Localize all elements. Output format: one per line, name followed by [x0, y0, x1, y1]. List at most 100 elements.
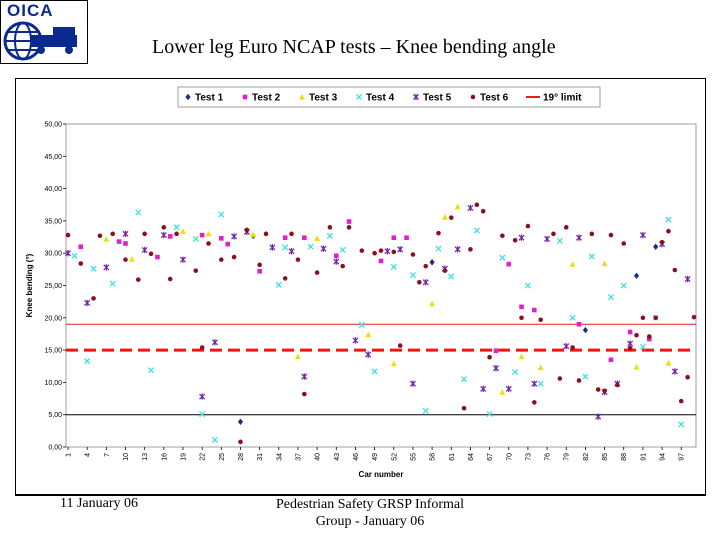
test-5-point — [595, 413, 602, 420]
test-5-point — [563, 343, 570, 350]
test-5-point — [199, 393, 206, 400]
test-6-point — [238, 439, 243, 445]
footer-line-2: Group - January 06 — [315, 514, 425, 529]
x-tick-label: 67 — [487, 453, 494, 461]
test-6-point — [263, 231, 269, 237]
test-4-point — [173, 224, 180, 231]
test-4-point — [582, 373, 589, 380]
x-tick-label: 31 — [257, 453, 264, 461]
footer-line-1: Pedestrian Safety GRSP Informal — [275, 497, 465, 512]
test-4-point — [390, 263, 397, 270]
test-5-point — [352, 337, 359, 344]
test-6-point — [359, 248, 365, 253]
test-3-point — [499, 389, 506, 395]
test-6-point — [244, 227, 250, 233]
test-4-point — [326, 232, 333, 239]
test-6-point — [532, 400, 537, 405]
x-tick-label: 61 — [449, 453, 456, 461]
test-2-point — [199, 232, 205, 238]
test-6-point — [436, 230, 441, 236]
test-5-point — [320, 245, 327, 252]
test-5-point — [64, 250, 72, 257]
test-3-point — [441, 214, 448, 220]
test-4-point — [147, 367, 155, 374]
test-3-point — [601, 260, 608, 267]
legend-test-5-marker — [412, 93, 420, 101]
test-4-point — [435, 245, 442, 252]
test-4-point — [537, 380, 544, 387]
test-4-point — [460, 376, 468, 383]
test-5-point — [179, 256, 187, 263]
test-6-point — [468, 247, 473, 252]
test-6-point — [672, 267, 678, 273]
test-3-point — [518, 353, 525, 360]
test-6-point — [410, 252, 416, 257]
test-1-point — [429, 259, 435, 266]
test-3-point — [103, 235, 110, 242]
test-6-point — [282, 276, 288, 281]
test-4-point — [199, 410, 206, 418]
test-6-point — [653, 315, 658, 321]
test-5-point — [480, 385, 487, 393]
plot-area — [65, 123, 697, 448]
test-6-point — [512, 237, 518, 243]
x-tick-label: 4 — [85, 453, 92, 457]
test-1-point — [237, 418, 244, 426]
test-3-point — [179, 228, 186, 234]
x-tick-label: 70 — [506, 453, 513, 461]
test-5-point — [639, 231, 646, 239]
x-tick-label: 79 — [564, 453, 571, 461]
test-5-point — [211, 339, 218, 346]
x-tick-label: 19 — [180, 453, 187, 461]
test-6-point — [123, 257, 128, 262]
x-tick-label: 85 — [602, 453, 609, 461]
test-5-point — [122, 230, 129, 238]
test-2-point — [391, 235, 397, 240]
test-4-point — [218, 211, 225, 218]
x-tick-label: 82 — [583, 453, 590, 461]
test-6-point — [538, 317, 543, 323]
test-2-point — [346, 219, 352, 224]
test-6-point — [646, 334, 652, 339]
test-4-point — [109, 280, 116, 287]
knee-bending-chart: 0,00 5,00 10,00 15,00 20,00 25,00 30,00 35,00 40… — [25, 86, 697, 479]
x-tick-label: 7 — [104, 453, 111, 457]
test-4-point — [499, 254, 506, 261]
test-3-point — [250, 231, 257, 238]
test-5-point — [103, 264, 110, 271]
test-6-point — [289, 231, 294, 237]
test-3-point — [128, 256, 135, 262]
x-tick-label: 64 — [468, 453, 475, 461]
test-5-point — [684, 275, 691, 283]
x-tick-label: 76 — [545, 453, 552, 461]
test-5-point — [231, 233, 238, 240]
test-3-point — [205, 230, 212, 237]
test-4-point — [473, 227, 480, 234]
test-2-point — [302, 235, 307, 240]
test-6-point — [487, 354, 492, 360]
test-4-point — [90, 265, 97, 272]
y-tick-label: 0,00 — [48, 445, 62, 452]
x-tick-label: 91 — [640, 453, 647, 461]
legend-test-2-label: Test 2 — [252, 93, 281, 104]
y-tick-label: 35,00 — [44, 218, 62, 225]
test-6-point — [417, 279, 422, 285]
test-6-point — [500, 233, 505, 239]
test-2-point — [493, 348, 499, 354]
chart-frame: 0,00 5,00 10,00 15,00 20,00 25,00 30,00 35,00 40… — [15, 78, 706, 496]
legend-limit-label: 19° limit — [543, 93, 582, 104]
y-tick-label: 15,00 — [44, 348, 62, 355]
test-2-point — [225, 241, 230, 247]
x-tick-label: 55 — [410, 453, 417, 461]
test-3-point — [294, 353, 301, 360]
test-4-point — [84, 358, 91, 365]
test-4-point — [307, 243, 314, 250]
x-tick-label: 40 — [315, 453, 322, 461]
test-6-point — [640, 315, 646, 321]
test-6-point — [148, 251, 154, 257]
test-6-point — [634, 332, 639, 338]
test-2-point — [219, 236, 224, 241]
y-tick-label: 20,00 — [44, 315, 62, 322]
test-4-point — [371, 368, 378, 375]
test-5-point — [544, 235, 551, 243]
